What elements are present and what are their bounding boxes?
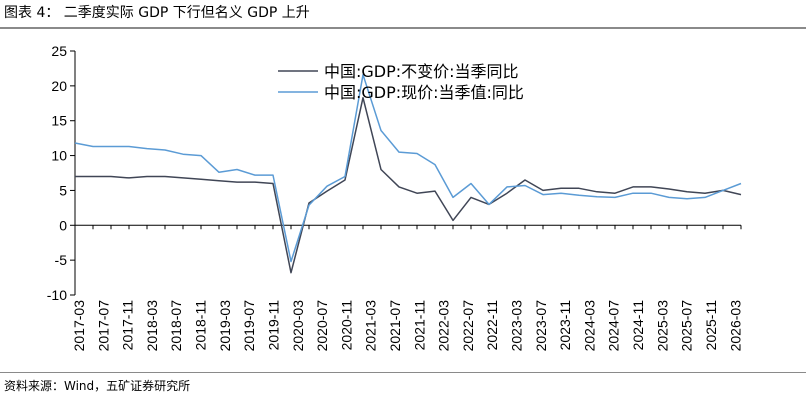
axes: -10 -5 0 5 10 15 20 25 2017-03 2017-07 2017-11 2018… [47, 43, 744, 351]
x-tick-label: 2021-11 [411, 300, 427, 351]
x-tick-label: 2020-07 [314, 300, 330, 352]
series-line-real-gdp [75, 96, 742, 274]
x-tick-label: 2018-03 [144, 300, 160, 352]
x-tick-label: 2024-07 [606, 300, 622, 352]
y-tick-label: 15 [51, 113, 67, 129]
series-line-nominal-gdp [74, 73, 742, 263]
legend-label-real: 中国:GDP:不变价:当季同比 [324, 62, 519, 81]
x-tick-label: 2023-03 [509, 300, 525, 352]
x-tick-label: 2024-03 [581, 300, 597, 352]
x-tick-label: 2022-11 [484, 300, 500, 351]
x-tick-label: 2021-03 [363, 300, 379, 352]
x-tick-label: 2019-11 [265, 300, 281, 351]
footer-divider [0, 372, 806, 373]
y-tick-label: 0 [59, 217, 67, 233]
y-tick-label: -5 [55, 252, 68, 268]
x-tick-label: 2017-03 [71, 300, 87, 352]
x-tick-label: 2019-03 [217, 300, 233, 352]
x-tick-label: 2017-11 [120, 300, 136, 351]
x-tick-label: 2025-03 [654, 300, 670, 352]
x-tick-label: 2022-03 [436, 300, 452, 352]
x-tick-label: 2018-11 [193, 300, 209, 351]
line-chart: -10 -5 0 5 10 15 20 25 2017-03 2017-07 2017-11 2018… [47, 43, 744, 351]
y-tick-label: 25 [51, 43, 67, 59]
x-tick-label: 2021-07 [387, 300, 403, 352]
y-tick-label: 5 [59, 182, 67, 198]
x-tick-label: 2019-07 [241, 300, 257, 352]
series-lines [74, 73, 742, 274]
legend-label-nominal: 中国:GDP:现价:当季值:同比 [324, 83, 524, 102]
x-tick-label: 2025-07 [679, 300, 695, 352]
legend: 中国:GDP:不变价:当季同比 中国:GDP:现价:当季值:同比 [278, 62, 524, 102]
x-tick-label: 2020-11 [338, 300, 354, 351]
y-tick-label: 20 [51, 78, 67, 94]
x-tick-label: 2023-11 [557, 300, 573, 351]
x-tick-label: 2022-07 [460, 300, 476, 352]
x-tick-label: 2018-07 [168, 300, 184, 352]
y-tick-label: -10 [47, 287, 67, 303]
x-tick-label: 2020-03 [290, 300, 306, 352]
y-tick-label: 10 [51, 148, 67, 164]
x-tick-label: 2025-11 [703, 300, 719, 351]
x-tick-label: 2023-07 [533, 300, 549, 352]
x-tick-label: 2017-07 [95, 300, 111, 352]
source-note: 资料来源：Wind，五矿证券研究所 [4, 379, 191, 393]
x-tick-label: 2024-11 [630, 300, 646, 351]
x-tick-label: 2026-03 [727, 300, 743, 352]
figure-title: 图表 4： 二季度实际 GDP 下行但名义 GDP 上升 [4, 5, 310, 21]
title-divider [0, 27, 806, 29]
